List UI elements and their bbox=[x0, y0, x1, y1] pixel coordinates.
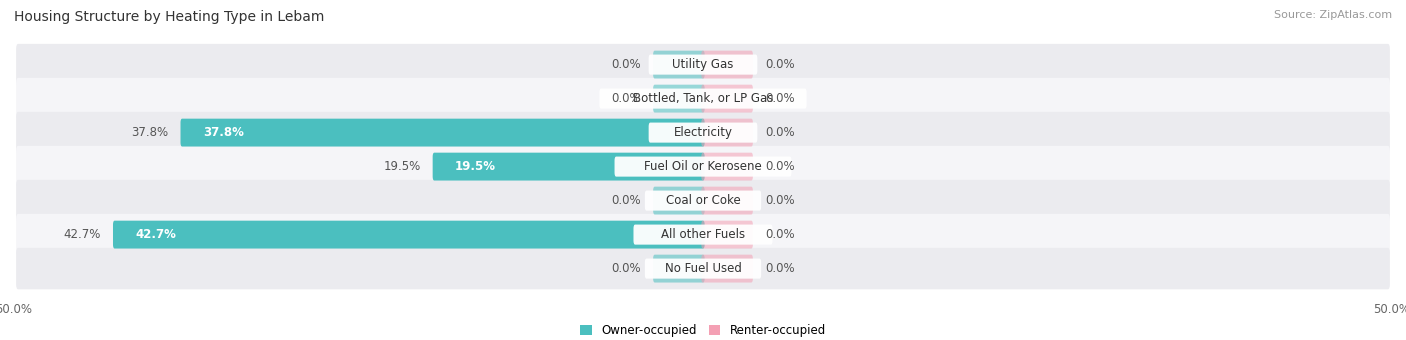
Text: 19.5%: 19.5% bbox=[384, 160, 420, 173]
FancyBboxPatch shape bbox=[648, 55, 758, 75]
FancyBboxPatch shape bbox=[702, 85, 752, 113]
FancyBboxPatch shape bbox=[634, 224, 772, 245]
FancyBboxPatch shape bbox=[15, 78, 1391, 119]
FancyBboxPatch shape bbox=[654, 51, 704, 79]
FancyBboxPatch shape bbox=[702, 187, 752, 215]
FancyBboxPatch shape bbox=[645, 190, 761, 210]
Text: Coal or Coke: Coal or Coke bbox=[665, 194, 741, 207]
FancyBboxPatch shape bbox=[614, 156, 792, 177]
FancyBboxPatch shape bbox=[702, 255, 752, 283]
Text: 42.7%: 42.7% bbox=[63, 228, 101, 241]
FancyBboxPatch shape bbox=[112, 221, 704, 249]
FancyBboxPatch shape bbox=[654, 187, 704, 215]
FancyBboxPatch shape bbox=[15, 214, 1391, 255]
Text: 0.0%: 0.0% bbox=[765, 262, 794, 275]
Text: Bottled, Tank, or LP Gas: Bottled, Tank, or LP Gas bbox=[633, 92, 773, 105]
Text: Fuel Oil or Kerosene: Fuel Oil or Kerosene bbox=[644, 160, 762, 173]
FancyBboxPatch shape bbox=[702, 153, 752, 181]
Legend: Owner-occupied, Renter-occupied: Owner-occupied, Renter-occupied bbox=[575, 319, 831, 340]
FancyBboxPatch shape bbox=[15, 180, 1391, 221]
FancyBboxPatch shape bbox=[702, 51, 752, 79]
FancyBboxPatch shape bbox=[15, 146, 1391, 187]
FancyBboxPatch shape bbox=[599, 89, 807, 109]
Text: 0.0%: 0.0% bbox=[612, 58, 641, 71]
Text: 19.5%: 19.5% bbox=[456, 160, 496, 173]
FancyBboxPatch shape bbox=[15, 248, 1391, 289]
Text: 0.0%: 0.0% bbox=[612, 262, 641, 275]
Text: 0.0%: 0.0% bbox=[612, 194, 641, 207]
FancyBboxPatch shape bbox=[648, 123, 758, 143]
Text: Source: ZipAtlas.com: Source: ZipAtlas.com bbox=[1274, 10, 1392, 20]
FancyBboxPatch shape bbox=[702, 221, 752, 249]
Text: No Fuel Used: No Fuel Used bbox=[665, 262, 741, 275]
FancyBboxPatch shape bbox=[15, 112, 1391, 153]
Text: Electricity: Electricity bbox=[673, 126, 733, 139]
Text: Housing Structure by Heating Type in Lebam: Housing Structure by Heating Type in Leb… bbox=[14, 10, 325, 24]
Text: 42.7%: 42.7% bbox=[135, 228, 176, 241]
Text: 0.0%: 0.0% bbox=[765, 58, 794, 71]
Text: 0.0%: 0.0% bbox=[765, 92, 794, 105]
Text: 0.0%: 0.0% bbox=[765, 126, 794, 139]
Text: Utility Gas: Utility Gas bbox=[672, 58, 734, 71]
Text: 0.0%: 0.0% bbox=[765, 160, 794, 173]
Text: 0.0%: 0.0% bbox=[765, 228, 794, 241]
Text: 0.0%: 0.0% bbox=[612, 92, 641, 105]
FancyBboxPatch shape bbox=[15, 44, 1391, 85]
Text: 37.8%: 37.8% bbox=[131, 126, 169, 139]
FancyBboxPatch shape bbox=[702, 119, 752, 147]
FancyBboxPatch shape bbox=[180, 119, 704, 147]
FancyBboxPatch shape bbox=[654, 255, 704, 283]
FancyBboxPatch shape bbox=[645, 258, 761, 278]
Text: All other Fuels: All other Fuels bbox=[661, 228, 745, 241]
FancyBboxPatch shape bbox=[433, 153, 704, 181]
FancyBboxPatch shape bbox=[654, 85, 704, 113]
Text: 37.8%: 37.8% bbox=[202, 126, 243, 139]
Text: 0.0%: 0.0% bbox=[765, 194, 794, 207]
